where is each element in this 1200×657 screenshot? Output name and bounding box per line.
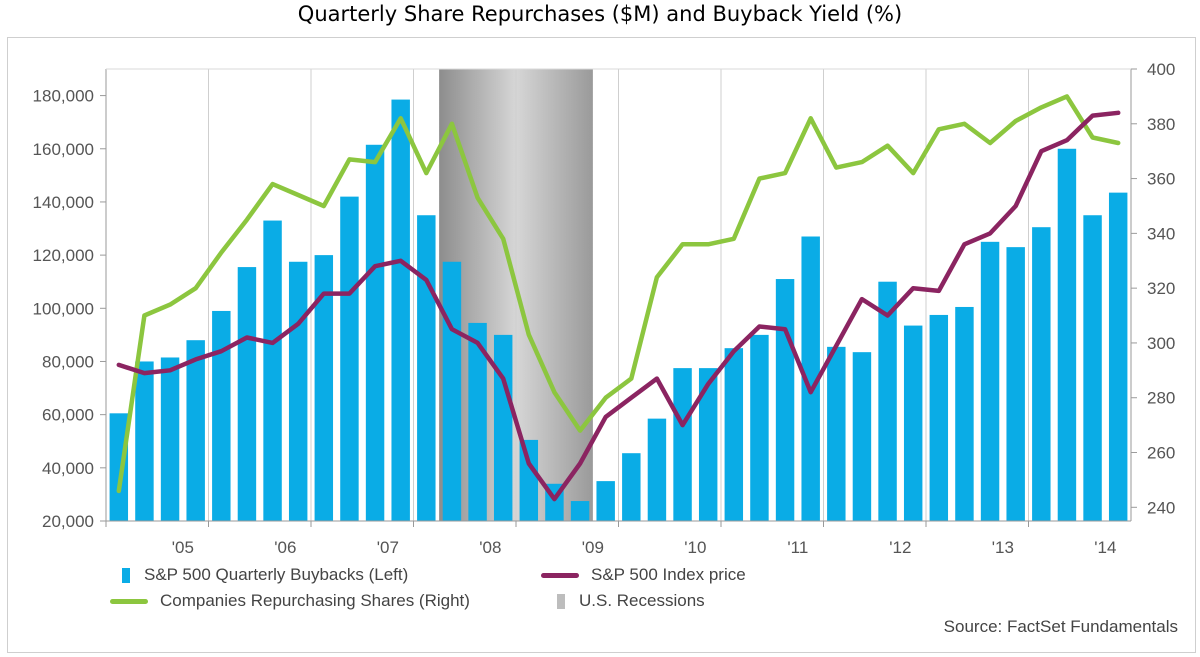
legend-item-index: S&P 500 Index price xyxy=(541,565,746,585)
bar-buybacks xyxy=(1083,215,1102,521)
y-tick-label-right: 380 xyxy=(1147,115,1175,134)
y-tick-label-left: 60,000 xyxy=(42,406,94,425)
y-tick-label-right: 260 xyxy=(1147,444,1175,463)
bar-buybacks xyxy=(980,241,1000,521)
legend-label-buybacks: S&P 500 Quarterly Buybacks (Left) xyxy=(144,565,409,584)
bar-buybacks xyxy=(724,348,744,521)
y-tick-label-right: 240 xyxy=(1147,498,1175,517)
y-tick-label-left: 160,000 xyxy=(33,140,94,159)
legend-item-companies: Companies Repurchasing Shares (Right) xyxy=(110,591,470,611)
bar-buybacks xyxy=(750,334,769,521)
bar-buybacks xyxy=(493,334,513,521)
source-note: Source: FactSet Fundamentals xyxy=(943,617,1178,636)
bar-buybacks xyxy=(827,346,846,521)
bar-buybacks xyxy=(1057,148,1077,521)
x-tick-label: '09 xyxy=(582,538,604,557)
x-tick-label: '11 xyxy=(787,538,808,557)
bar-buybacks xyxy=(417,215,436,521)
bar-buybacks xyxy=(570,501,590,521)
bar-buybacks xyxy=(365,144,385,521)
legend-label-recession: U.S. Recessions xyxy=(579,591,705,610)
legend-label-companies: Companies Repurchasing Shares (Right) xyxy=(160,591,470,610)
bar-buybacks xyxy=(1108,192,1128,521)
bar-buybacks xyxy=(596,481,615,521)
y-tick-label-right: 400 xyxy=(1147,60,1175,79)
bar-buybacks xyxy=(1032,227,1051,521)
bar-buybacks xyxy=(263,220,282,521)
y-tick-label-left: 100,000 xyxy=(33,299,94,318)
bar-buybacks xyxy=(903,325,923,521)
line-sp500-index xyxy=(116,110,1121,502)
x-tick-label: '10 xyxy=(684,538,706,557)
x-tick-label: '07 xyxy=(377,538,399,557)
x-tick-label: '06 xyxy=(274,538,296,557)
bar-buybacks xyxy=(109,413,129,521)
bar-buybacks xyxy=(340,196,359,521)
bar-buybacks xyxy=(775,279,795,521)
bar-buybacks xyxy=(237,267,257,521)
y-tick-label-right: 360 xyxy=(1147,170,1175,189)
bar-buybacks xyxy=(519,439,539,521)
bar-buybacks xyxy=(622,453,641,521)
x-tick-label: '12 xyxy=(889,538,911,557)
bar-buybacks xyxy=(212,310,231,521)
y-tick-label-right: 320 xyxy=(1147,279,1175,298)
legend-item-buybacks: S&P 500 Quarterly Buybacks (Left) xyxy=(122,565,408,585)
y-tick-label-left: 40,000 xyxy=(42,459,94,478)
legend-swatch-recession xyxy=(557,593,565,609)
x-tick-label: '13 xyxy=(992,538,1014,557)
bar-buybacks xyxy=(698,368,718,521)
chart-title: Quarterly Share Repurchases ($M) and Buy… xyxy=(297,2,903,26)
bar-buybacks xyxy=(955,306,974,521)
y-tick-label-left: 120,000 xyxy=(33,246,94,265)
bar-buybacks xyxy=(1006,247,1025,521)
bar-buybacks xyxy=(929,314,949,521)
legend-swatch-companies xyxy=(110,598,148,604)
x-tick-label: '14 xyxy=(1094,538,1116,557)
y-tick-label-left: 140,000 xyxy=(33,193,94,212)
legend-swatch-buybacks xyxy=(122,567,130,583)
bar-buybacks xyxy=(468,322,487,521)
y-tick-label-left: 180,000 xyxy=(33,87,94,106)
bar-buybacks xyxy=(314,255,334,521)
bar-buybacks xyxy=(801,236,820,521)
bar-buybacks xyxy=(673,368,692,521)
y-tick-label-right: 340 xyxy=(1147,224,1175,243)
y-tick-label-right: 300 xyxy=(1147,334,1175,353)
x-tick-label: '08 xyxy=(479,538,501,557)
y-tick-label-left: 80,000 xyxy=(42,352,94,371)
bar-buybacks xyxy=(186,340,205,521)
bar-buybacks xyxy=(647,418,667,521)
bar-buybacks xyxy=(878,281,897,521)
x-tick-label: '05 xyxy=(172,538,194,557)
legend-label-index: S&P 500 Index price xyxy=(591,565,746,584)
bar-buybacks xyxy=(160,357,180,521)
y-tick-label-left: 20,000 xyxy=(42,512,94,531)
bar-buybacks xyxy=(852,352,872,521)
bar-buybacks xyxy=(288,261,308,521)
bar-buybacks xyxy=(135,361,154,521)
bar-buybacks xyxy=(391,99,410,521)
y-tick-label-right: 280 xyxy=(1147,389,1175,408)
legend-item-recession: U.S. Recessions xyxy=(557,591,705,611)
bar-buybacks xyxy=(442,261,462,521)
legend-swatch-index xyxy=(541,572,579,578)
line-companies-repurchasing xyxy=(116,94,1121,494)
